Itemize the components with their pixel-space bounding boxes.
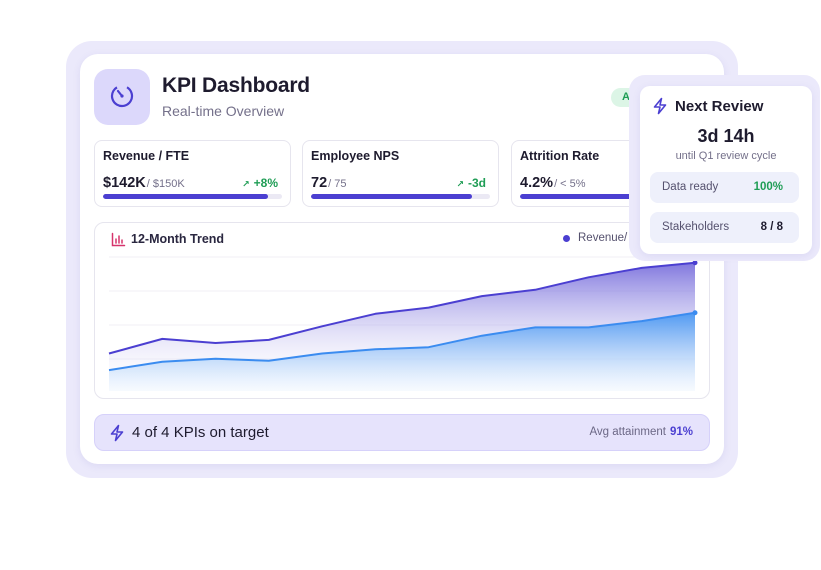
kpi-value: $142K/ $150K [103, 175, 185, 191]
series-area-2 [109, 312, 695, 391]
dashboard-logo [94, 69, 150, 125]
review-row-stakeholders: Stakeholders 8 / 8 [650, 212, 799, 243]
review-row-value: 100% [753, 181, 783, 193]
kpi-summary-bar: 4 of 4 KPIs on target Avg attainment 91% [94, 414, 710, 451]
kpi-progress-fill [103, 194, 268, 199]
series-end-point-2[interactable] [692, 310, 698, 316]
review-countdown: 3d 14h [697, 126, 755, 146]
legend-swatch [563, 234, 570, 242]
kpi-target: / $150K [146, 178, 185, 190]
review-row-label: Stakeholders [662, 221, 730, 233]
review-row-data-ready: Data ready 100% [650, 172, 799, 203]
trend-chart-card: 12-Month Trend Revenue/ [94, 222, 710, 399]
review-row-value: 8 / 8 [760, 221, 783, 233]
bar-chart-icon [111, 232, 126, 252]
kpi-value: 72/ 75 [311, 175, 347, 191]
page-title: KPI Dashboard [162, 74, 310, 97]
avg-attainment-value: 91% [669, 426, 693, 438]
kpi-card-revenue[interactable]: Revenue / FTE $142K/ $150K ↗ +8% [94, 140, 291, 207]
series-line-1 [108, 261, 696, 355]
kpi-progress-fill [311, 194, 473, 199]
trend-chart [108, 256, 698, 391]
chart-title: 12-Month Trend [131, 232, 225, 246]
kpi-progress-fill [520, 194, 673, 199]
kpi-target: / < 5% [554, 178, 586, 190]
kpi-delta: ↗ -3d [456, 176, 486, 190]
series-line-2 [108, 311, 696, 372]
kpi-summary-text: 4 of 4 KPIs on target [132, 424, 269, 441]
kpi-label: Attrition Rate [520, 149, 600, 163]
legend-label: Revenue/ [578, 232, 628, 244]
stopwatch-icon [107, 80, 137, 115]
trend-up-icon: ↗ [242, 179, 250, 189]
kpi-target: / 75 [328, 178, 347, 190]
page-subtitle: Real-time Overview [162, 103, 285, 119]
kpi-progress-track [103, 194, 282, 199]
review-row-label: Data ready [662, 181, 719, 193]
lightning-icon [108, 424, 126, 447]
kpi-progress-track [311, 194, 490, 199]
kpi-delta: ↗ +8% [242, 176, 278, 190]
lightning-icon [651, 97, 669, 120]
trend-up-icon: ↗ [456, 179, 464, 189]
kpi-card-nps[interactable]: Employee NPS 72/ 75 ↗ -3d [302, 140, 499, 207]
next-review-title: Next Review [675, 98, 764, 115]
series-end-point-1[interactable] [692, 260, 698, 266]
kpi-label: Revenue / FTE [103, 149, 190, 163]
kpi-progress-track [520, 194, 699, 199]
chart-legend: Revenue/ [563, 232, 627, 244]
kpi-label: Employee NPS [311, 149, 400, 163]
review-subtitle: until Q1 review cycle [675, 150, 777, 162]
avg-attainment: Avg attainment 91% [589, 426, 693, 438]
kpi-value: 4.2%/ < 5% [520, 175, 586, 191]
